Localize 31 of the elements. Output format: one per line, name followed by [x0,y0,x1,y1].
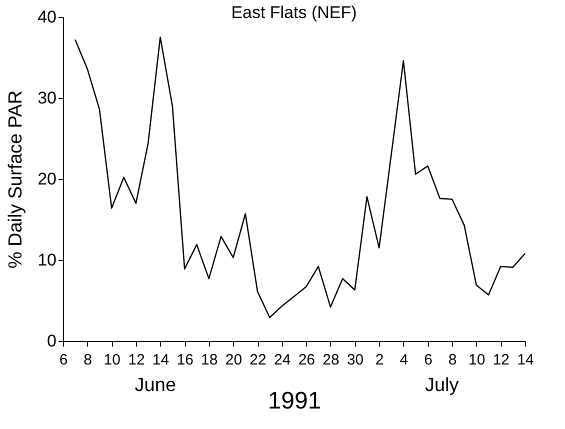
text: July [424,375,460,396]
x-tick-label: 16 [176,352,194,368]
x-tick-label: 22 [250,352,266,368]
x-tick-label: 6 [424,352,432,368]
y-tick-label: 20 [38,170,56,188]
x-axis-title: 1991 [268,388,322,414]
x-tick-label: 10 [104,352,120,368]
x-tick-label: 2 [375,352,384,368]
x-tick-label: 14 [517,352,534,368]
x-tick-label: 4 [400,352,408,368]
x-tick-label: 28 [322,352,340,368]
x-tick-label: 10 [468,352,486,368]
x-tick-label: 14 [152,352,170,368]
x-tick-label: 26 [298,352,315,368]
x-tick-label: 20 [225,352,242,368]
y-tick-label: 40 [38,8,56,26]
chart-title: East Flats (NEF) [231,3,357,22]
x-tick-label: 18 [201,352,218,368]
y-tick-label: 0 [47,332,56,350]
x-tick-label: 24 [274,352,291,368]
x-tick-label: 8 [448,352,457,368]
x-tick-label: 30 [346,352,364,368]
y-axis-title: % Daily Surface PAR [6,90,27,269]
line-series [74,36,525,318]
y-tick-label: 30 [38,88,56,108]
x-tick-label: 6 [59,352,68,368]
x-tick-label: 12 [128,352,145,368]
x-tick-label: 8 [84,352,92,368]
x-tick-label: 12 [492,352,510,368]
text: June [134,375,176,396]
y-tick-label: 10 [38,250,56,270]
